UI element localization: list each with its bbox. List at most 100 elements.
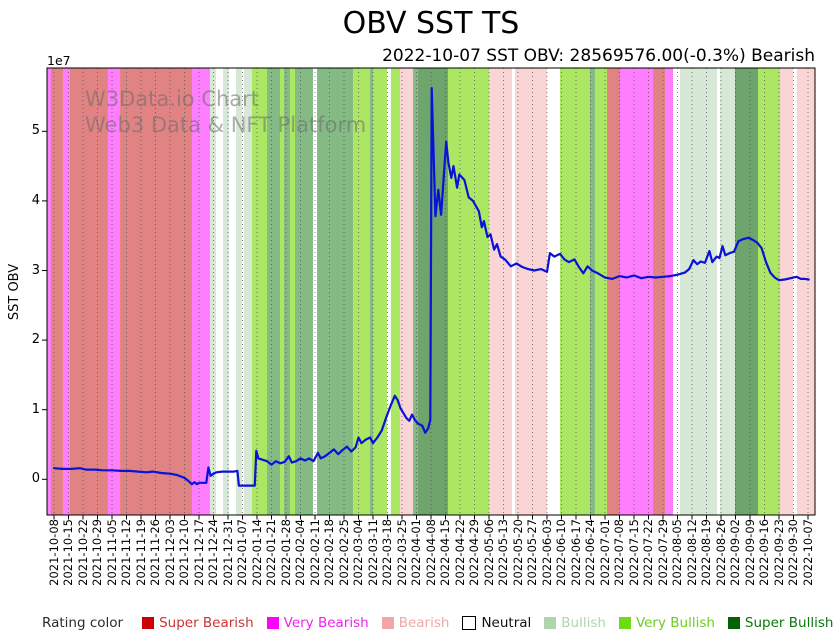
x-tick-label: 2021-10-08 bbox=[46, 519, 61, 586]
rating-band-very-bullish bbox=[447, 68, 489, 515]
x-tick-label: 2022-06-24 bbox=[583, 519, 597, 586]
rating-color-legend: Rating color Super Bearish Very Bearish Be… bbox=[42, 615, 833, 631]
rating-band-super-bullish-deep bbox=[734, 68, 759, 515]
rating-band-super-bullish bbox=[317, 68, 353, 515]
legend-swatch-icon bbox=[618, 617, 631, 629]
legend-item-label: Bearish bbox=[398, 615, 450, 631]
rating-band-very-bearish bbox=[620, 68, 654, 515]
x-tick-label: 2021-11-05 bbox=[104, 519, 119, 586]
x-tick-label: 2022-03-11 bbox=[365, 519, 380, 586]
legend-item-very-bullish: Very Bullish bbox=[618, 615, 715, 631]
rating-band-very-bearish bbox=[62, 68, 70, 515]
legend-item-neutral: Neutral bbox=[462, 615, 531, 631]
rating-band-very-bearish bbox=[107, 68, 121, 515]
x-tick-label: 2022-07-29 bbox=[655, 519, 670, 586]
x-tick-label: 2022-05-13 bbox=[496, 519, 510, 586]
x-tick-label: 2021-11-12 bbox=[119, 519, 133, 586]
obv-series-line bbox=[52, 86, 810, 487]
rating-band-very-bearish bbox=[665, 68, 673, 515]
rating-band-neutral bbox=[546, 68, 561, 515]
y-tick-label: 2 bbox=[31, 332, 40, 348]
rating-band-very-bullish bbox=[758, 68, 780, 515]
legend-item-label: Bullish bbox=[561, 615, 606, 631]
rating-band-neutral bbox=[717, 68, 720, 515]
rating-band-super-bearish bbox=[607, 68, 621, 515]
x-tick-label: 2022-01-14 bbox=[249, 519, 264, 586]
x-tick-label: 2022-07-15 bbox=[626, 519, 641, 586]
x-tick-label: 2022-09-30 bbox=[786, 519, 800, 586]
rating-band-super-bearish bbox=[50, 68, 63, 515]
rating-band-very-bullish bbox=[289, 68, 295, 515]
rating-band-bearish bbox=[488, 68, 513, 515]
legend-item-label: Super Bearish bbox=[159, 615, 254, 631]
y-tick-label: 5 bbox=[31, 123, 40, 139]
rating-band-neutral bbox=[229, 68, 237, 515]
y-axis-scale-note: 1e7 bbox=[47, 53, 71, 68]
legend-swatch-icon bbox=[544, 617, 557, 629]
rating-band-super-bullish bbox=[294, 68, 314, 515]
chart-subtitle: 2022-10-07 SST OBV: 28569576.00(-0.3%) B… bbox=[382, 46, 815, 66]
x-tick-label: 2022-02-25 bbox=[336, 519, 351, 586]
rating-band-neutral bbox=[216, 68, 224, 515]
x-tick-label: 2022-04-01 bbox=[409, 519, 423, 586]
rating-band-bullish bbox=[209, 68, 217, 515]
x-tick-label: 2022-08-05 bbox=[670, 519, 684, 586]
x-tick-label: 2021-11-19 bbox=[133, 519, 148, 586]
x-tick-label: 2022-02-04 bbox=[293, 519, 307, 586]
x-tick-label: 2022-08-19 bbox=[699, 519, 713, 586]
rating-band-super-bullish bbox=[413, 68, 419, 515]
legend-item-label: Super Bullish bbox=[744, 615, 834, 631]
rating-band-super-bullish bbox=[284, 68, 290, 515]
rating-band-very-bearish bbox=[191, 68, 210, 515]
x-tick-label: 2021-12-17 bbox=[191, 519, 206, 586]
x-tick-label: 2022-04-22 bbox=[452, 519, 467, 586]
x-tick-label: 2022-06-03 bbox=[539, 519, 554, 586]
rating-band-very-bullish bbox=[352, 68, 371, 515]
legend-item-super-bearish: Super Bearish bbox=[142, 615, 254, 631]
y-tick-label: 3 bbox=[31, 262, 40, 278]
rating-band-very-bullish bbox=[560, 68, 590, 515]
x-tick-label: 2022-10-07 bbox=[800, 519, 815, 586]
legend-title: Rating color bbox=[42, 615, 124, 631]
rating-band-bearish bbox=[515, 68, 547, 515]
legend-swatch-icon bbox=[727, 617, 740, 629]
rating-band-bearish bbox=[779, 68, 794, 515]
rating-band-very-bearish bbox=[47, 68, 51, 515]
rating-band-neutral bbox=[512, 68, 516, 515]
rating-band-bullish bbox=[243, 68, 252, 515]
x-tick-label: 2022-01-21 bbox=[264, 519, 278, 586]
x-tick-label: 2022-05-20 bbox=[510, 519, 525, 586]
plot-area bbox=[47, 68, 815, 515]
y-tick-label: 4 bbox=[31, 192, 40, 208]
x-tick-label: 2021-10-29 bbox=[90, 519, 104, 586]
x-tick-label: 2021-12-03 bbox=[162, 519, 177, 586]
rating-band-very-bullish bbox=[251, 68, 268, 515]
rating-band-neutral bbox=[313, 68, 318, 515]
x-tick-label: 2022-08-12 bbox=[684, 519, 699, 586]
rating-band-neutral bbox=[241, 68, 244, 515]
x-tick-label: 2022-02-18 bbox=[322, 519, 336, 586]
x-tick-label: 2021-12-24 bbox=[206, 519, 220, 586]
x-tick-label: 2022-09-16 bbox=[757, 519, 771, 586]
x-tick-label: 2022-06-17 bbox=[568, 519, 583, 586]
x-tick-label: 2022-03-04 bbox=[351, 519, 365, 586]
y-tick-label: 0 bbox=[31, 471, 40, 487]
rating-band-super-bullish bbox=[267, 68, 281, 515]
rating-band-bearish bbox=[797, 68, 815, 515]
x-tick-label: 2022-07-01 bbox=[597, 519, 612, 586]
rating-band-super-bearish bbox=[653, 68, 666, 515]
legend-swatch-icon bbox=[266, 617, 279, 629]
legend-item-label: Very Bullish bbox=[635, 615, 715, 631]
legend-item-bearish: Bearish bbox=[381, 615, 450, 631]
x-tick-label: 2022-04-29 bbox=[467, 519, 481, 586]
y-tick-label: 1 bbox=[31, 401, 40, 417]
x-tick-label: 2021-12-31 bbox=[220, 519, 235, 586]
x-tick-label: 2022-03-18 bbox=[380, 519, 394, 586]
x-tick-label: 2022-06-10 bbox=[554, 519, 568, 586]
rating-band-very-bullish bbox=[373, 68, 387, 515]
x-tick-label: 2022-01-28 bbox=[278, 519, 293, 586]
x-tick-label: 2022-05-27 bbox=[525, 519, 539, 586]
rating-band-bullish bbox=[679, 68, 718, 515]
x-tick-label: 2022-05-06 bbox=[481, 519, 496, 586]
